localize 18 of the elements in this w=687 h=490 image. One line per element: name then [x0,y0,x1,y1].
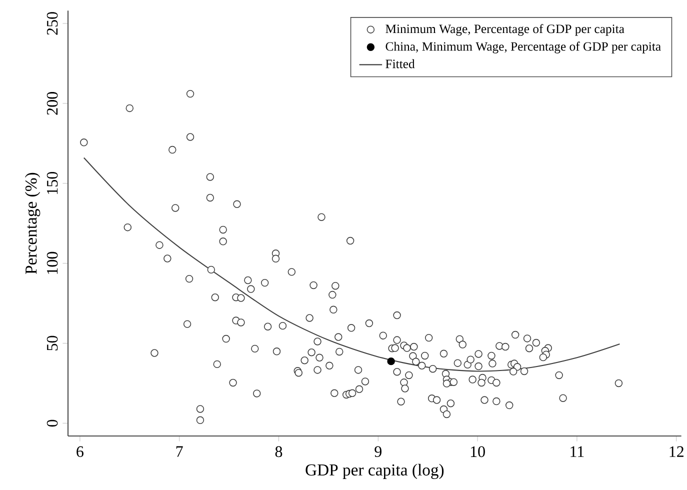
y-axis-title: Percentage (%) [24,172,40,274]
y-tick-label: 250 [46,12,58,35]
x-tick-label: 9 [374,446,382,458]
x-tick-label: 6 [76,446,84,458]
y-tick-label: 50 [46,336,58,350]
y-tick-label: 150 [46,172,58,194]
legend-label: Minimum Wage, Percentage of GDP per capita [386,24,624,36]
x-tick-label: 10 [470,446,485,458]
x-axis-title: GDP per capita (log) [306,464,444,480]
y-tick-label: 0 [46,420,58,427]
y-tick-label: 200 [46,92,58,115]
x-tick-label: 7 [176,446,183,457]
x-tick-label: 12 [670,446,684,457]
legend-label: China, Minimum Wage, Percentage of GDP per capita [386,42,661,54]
x-tick-label: 8 [275,446,282,458]
x-tick-label: 11 [570,446,584,457]
legend-label: Fitted [386,59,415,68]
y-tick-label: 100 [46,252,58,274]
